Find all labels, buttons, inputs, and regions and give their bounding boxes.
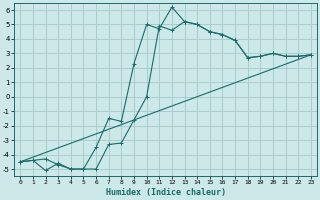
X-axis label: Humidex (Indice chaleur): Humidex (Indice chaleur) <box>106 188 226 197</box>
